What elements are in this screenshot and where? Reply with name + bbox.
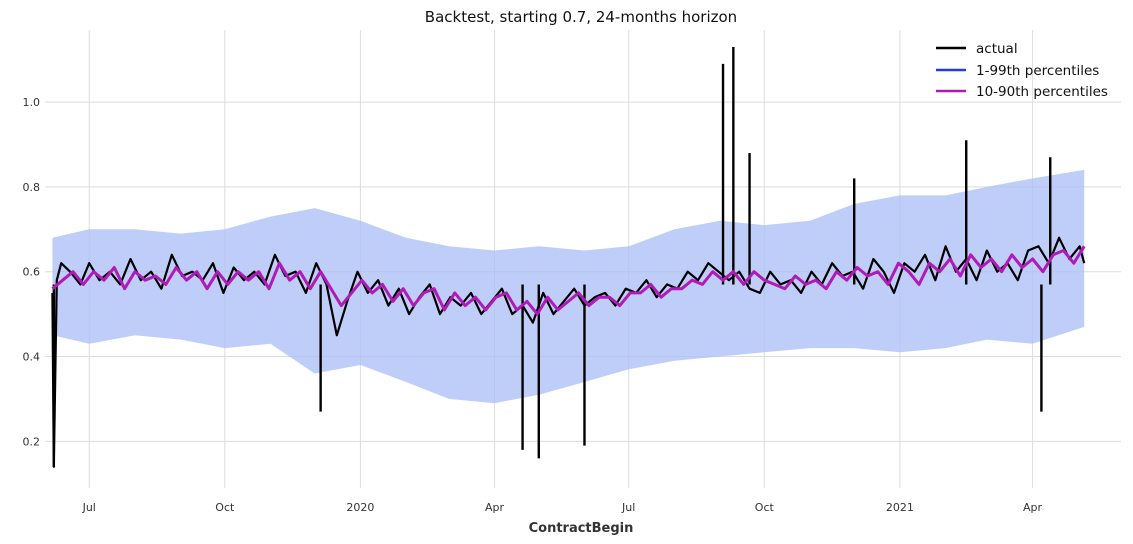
band-1-99th-percentiles [52,169,1085,404]
series-layer [51,46,1086,468]
chart-title: Backtest, starting 0.7, 24-months horizo… [425,8,737,26]
y-tick-label-1: 0.4 [23,351,41,364]
x-tick-label-3: Apr [485,501,505,514]
y-tick-label-0: 0.2 [23,435,41,448]
y-tick-label-3: 0.8 [23,181,41,194]
x-axis-label: ContractBegin [529,521,634,536]
series-line-10-90th-percentiles [51,245,1086,316]
x-tick-label-2: 2020 [346,501,374,514]
x-tick-label-7: Apr [1023,501,1043,514]
y-tick-label-4: 1.0 [23,96,41,109]
x-tick-label-4: Jul [621,501,635,514]
percentile-band-layer [52,169,1085,404]
legend-entry-actual: actual [976,41,1018,57]
y-tick-label-2: 0.6 [23,266,41,279]
legend: actual 1-99th percentiles 10-90th percen… [936,41,1108,100]
legend-entry-10-90: 10-90th percentiles [976,84,1108,100]
y-tick-labels: 0.2 0.4 0.6 0.8 1.0 [23,96,41,448]
x-tick-label-0: Jul [82,501,96,514]
x-tick-label-5: Oct [755,501,775,514]
x-tick-label-1: Oct [215,501,235,514]
legend-entry-1-99: 1-99th percentiles [976,63,1099,79]
x-tick-labels: Jul Oct 2020 Apr Jul Oct 2021 Apr [82,501,1043,514]
x-tick-label-6: 2021 [886,501,914,514]
